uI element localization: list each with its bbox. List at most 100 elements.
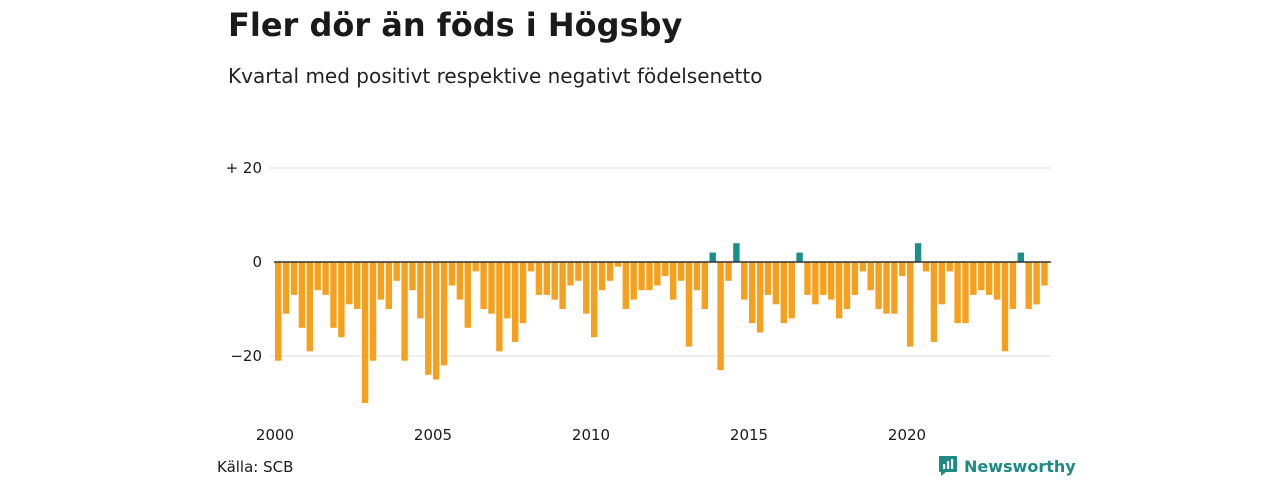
bars [274,243,1051,403]
bar-negative [614,262,622,267]
bar-negative [1001,262,1009,352]
bar-negative [330,262,337,328]
bar-negative [922,262,930,272]
y-tick-label: −20 [230,347,262,365]
bar-negative [354,262,361,309]
bar-negative [488,262,495,314]
bar-negative [551,262,558,300]
bar-negative [630,262,637,300]
x-axis-ticks: 2000 2005 2010 2015 2020 [256,426,926,444]
chart-subtitle: Kvartal med positivt respektive negativt… [228,64,763,88]
bar-negative [456,262,464,300]
x-tick-label: 2020 [888,426,926,444]
bar-negative [820,262,827,295]
bar-negative [875,262,882,309]
bar-negative [464,262,471,328]
bar-negative [1009,262,1017,309]
bar-positive [1017,252,1024,262]
newsworthy-logo-icon [939,456,957,476]
bar-negative [1025,262,1032,309]
bar-negative [780,262,787,324]
bar-negative [670,262,677,300]
bar-negative [606,262,614,281]
bar-negative [369,262,377,361]
bar-negative [535,262,543,295]
y-tick-label: + 20 [226,159,262,177]
bar-negative [993,262,1001,300]
bar-negative [835,262,843,319]
bar-negative [1033,262,1040,305]
brand-name: Newsworthy [964,456,1076,476]
bar-positive [733,243,740,262]
bar-negative [361,262,369,403]
bar-negative [812,262,819,305]
bar-negative [899,262,906,277]
bar-negative [867,262,874,291]
bar-negative [788,262,795,319]
bar-negative [638,262,645,291]
bar-negative [575,262,582,281]
bar-negative [741,262,748,300]
bar-negative [749,262,756,324]
x-tick-label: 2005 [414,426,452,444]
bar-negative [433,262,440,380]
bar-negative [417,262,424,319]
bar-negative [654,262,661,286]
bar-negative [559,262,566,309]
bar-negative [685,262,693,347]
bar-negative [954,262,961,324]
bar-negative [567,262,574,286]
bar-negative [717,262,724,371]
bar-negative [504,262,511,319]
bar-negative [282,262,290,314]
bar-negative [756,262,764,333]
bar-negative [409,262,416,291]
bar-negative [693,262,701,291]
bar-negative [448,262,456,286]
bar-negative [512,262,519,342]
bar-negative [725,262,732,281]
bar-negative [496,262,503,352]
bar-negative [1041,262,1048,286]
bar-negative [772,262,780,305]
bar-negative [970,262,977,295]
bar-negative [662,262,669,277]
bar-negative [962,262,969,324]
bar-negative [907,262,914,347]
bar-negative [385,262,392,309]
bar-negative [978,262,985,291]
grid-lines [270,167,1051,357]
y-axis-ticks: + 20 0 −20 [226,159,262,365]
bar-negative [946,262,953,272]
bar-negative [480,262,487,309]
bar-positive [709,252,716,262]
bar-negative [764,262,772,295]
bar-positive [796,252,803,262]
bar-negative [393,262,400,281]
bar-negative [425,262,432,375]
x-tick-label: 2000 [256,426,294,444]
bar-negative [472,262,479,272]
brand-logo: Newsworthy [938,455,1076,477]
bar-negative [986,262,993,295]
bar-negative [298,262,306,328]
bar-negative [322,262,329,295]
bar-negative [306,262,313,352]
bar-negative [440,262,448,366]
bar-negative [622,262,629,309]
bar-negative [377,262,385,300]
bar-negative [401,262,408,361]
bar-positive [914,243,922,262]
bar-negative [543,262,550,295]
bar-negative [843,262,851,309]
chart-title: Fler dör än föds i Högsby [228,6,683,44]
bar-negative [591,262,598,338]
x-tick-label: 2015 [730,426,768,444]
bar-negative [646,262,653,291]
bar-negative [883,262,890,314]
bar-negative [828,262,835,300]
bar-negative [891,262,898,314]
bar-negative [314,262,321,291]
bar-negative [677,262,685,281]
bar-negative [701,262,708,309]
